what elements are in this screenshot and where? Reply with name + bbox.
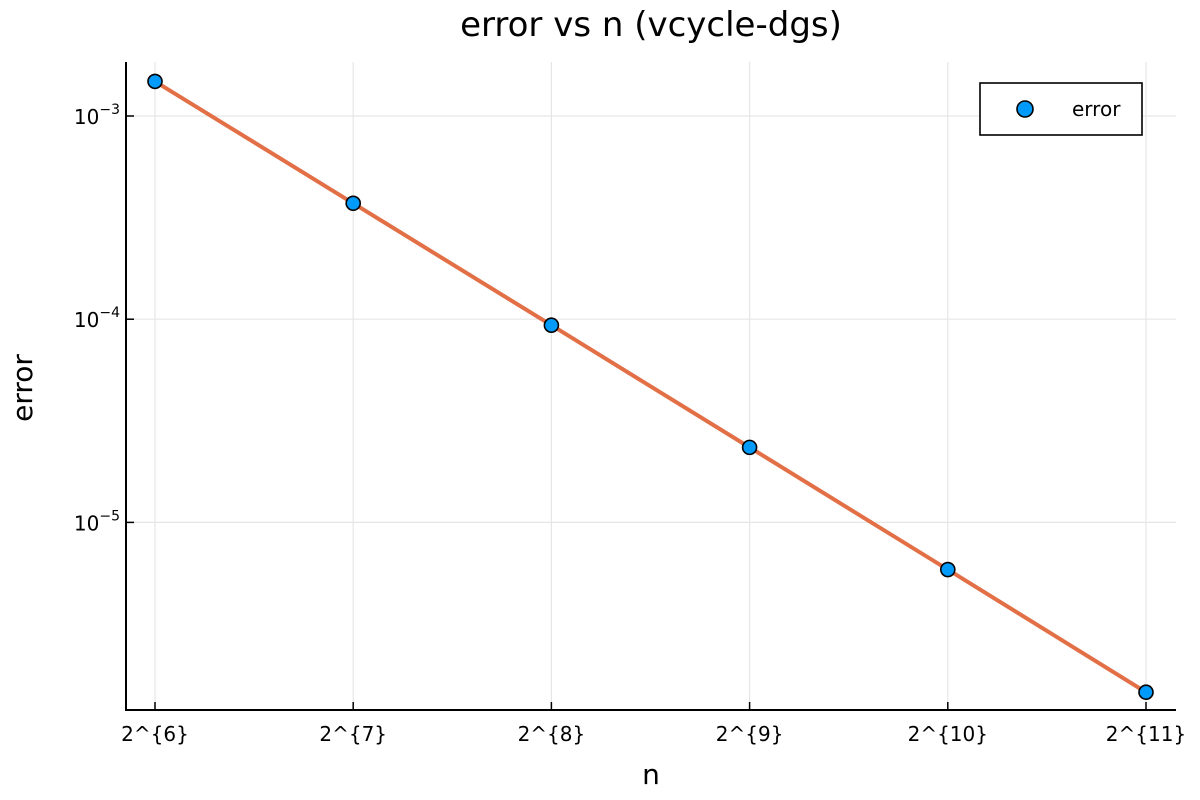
error-point — [1138, 684, 1154, 701]
axis-spines — [125, 62, 1176, 711]
fit-line — [153, 79, 1148, 695]
x-tick-label: 2^{11} — [1106, 722, 1186, 746]
x-axis-label: n — [642, 758, 660, 791]
x-tick-label: 2^{10} — [908, 722, 988, 746]
x-tick-label: 2^{9} — [716, 722, 784, 746]
y-tick-label: 10−4 — [74, 305, 120, 332]
legend-box — [979, 82, 1143, 136]
chart-title: error vs n (vcycle-dgs) — [460, 5, 842, 45]
legend: error — [979, 82, 1143, 136]
axes — [125, 62, 1176, 711]
error-point — [939, 561, 956, 578]
x-tick-label: 2^{7} — [319, 722, 387, 746]
grid — [126, 62, 1176, 710]
x-tick-label: 2^{8} — [518, 722, 586, 746]
legend-label: error — [1072, 97, 1121, 121]
error-point — [741, 439, 758, 456]
error-point — [543, 317, 560, 334]
error-point — [345, 195, 362, 212]
x-tick-label: 2^{6} — [121, 722, 189, 746]
y-axis-label: error — [6, 354, 39, 422]
series — [147, 73, 1154, 701]
error-point — [147, 73, 163, 90]
x-ticks: 2^{6} 2^{7} 2^{8} 2^{9} 2^{10} 2^{11} — [121, 702, 1186, 746]
y-tick-label: 10−3 — [74, 102, 120, 129]
y-tick-label: 10−5 — [74, 508, 120, 535]
legend-marker — [1016, 100, 1034, 118]
y-ticks: 10−3 10−4 10−5 — [74, 102, 134, 535]
